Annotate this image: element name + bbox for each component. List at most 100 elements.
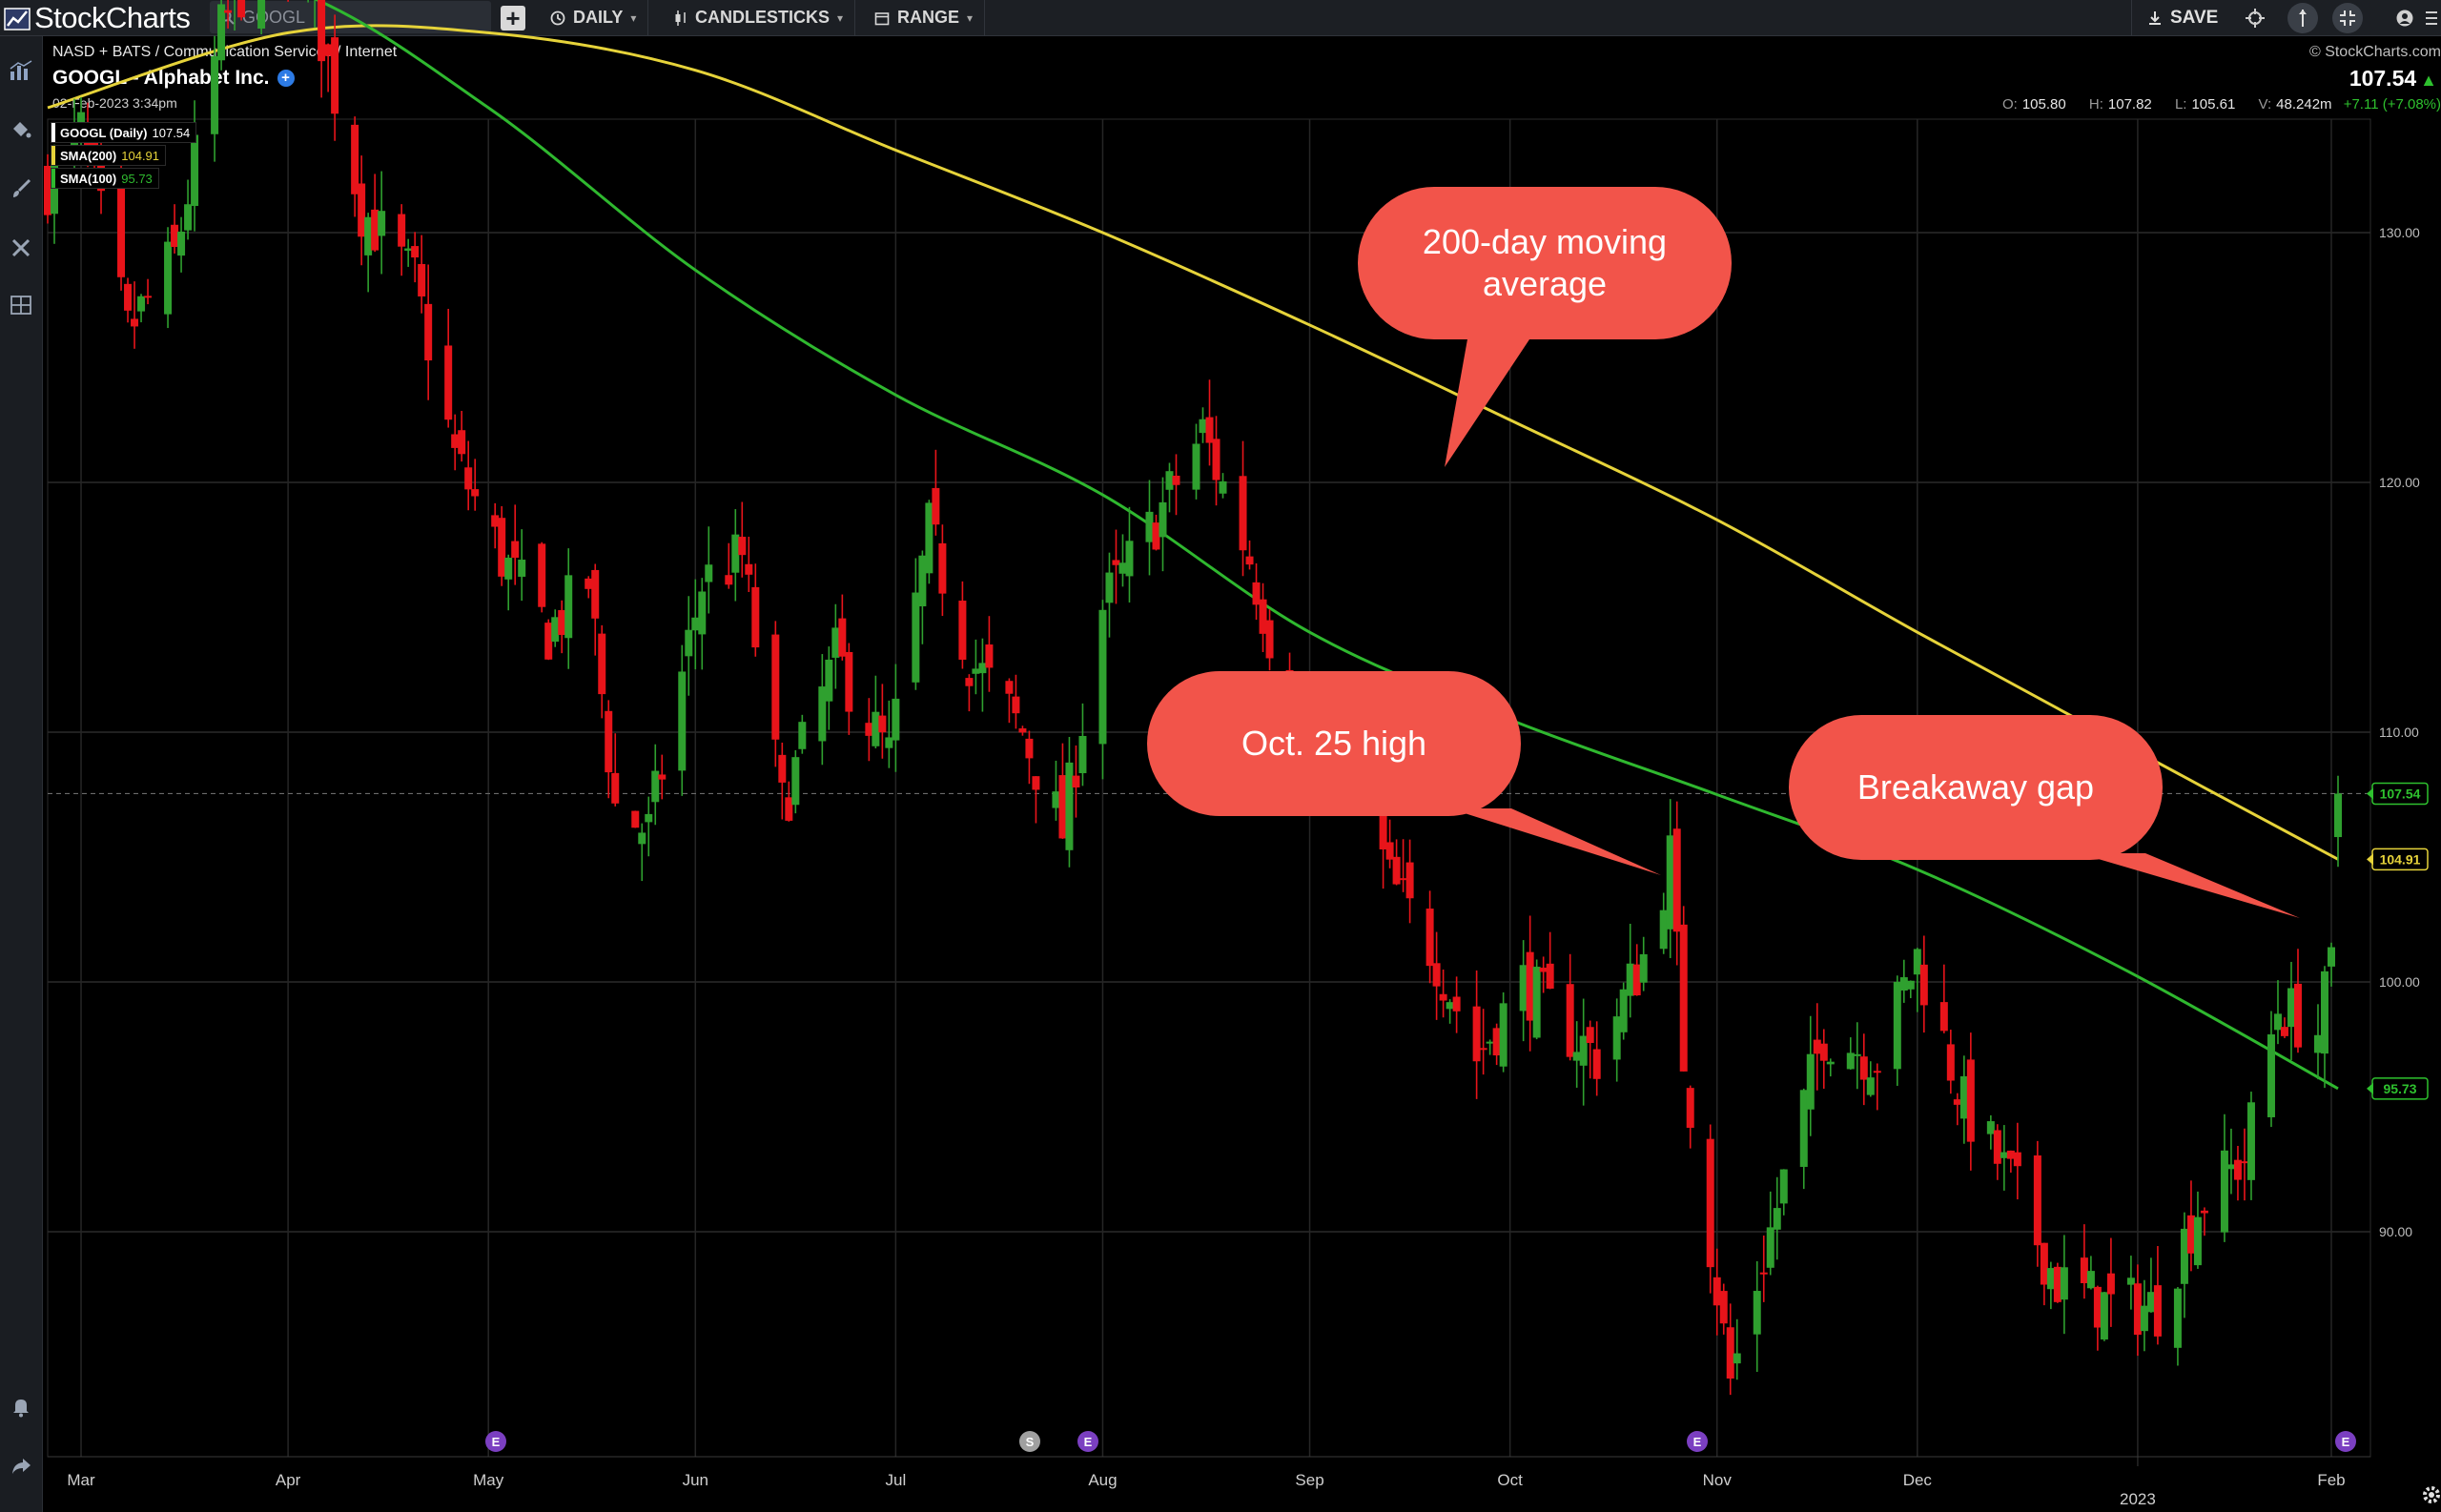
cursor-button[interactable] <box>2284 0 2322 35</box>
event-marker-label: E <box>2342 1435 2350 1449</box>
chart-grid <box>47 118 2371 1466</box>
candle-body <box>171 224 179 247</box>
chevron-down-icon: ▾ <box>967 10 974 25</box>
candle-body <box>1873 1071 1881 1073</box>
candle-body <box>938 542 947 594</box>
up-arrow-icon: ▲ <box>2420 71 2437 90</box>
price-tag-label: 107.54 <box>2380 786 2421 801</box>
candle-body <box>2180 1228 2188 1284</box>
candle-body <box>825 659 833 702</box>
candle-body <box>1385 842 1394 860</box>
legend-value: 104.91 <box>121 148 160 163</box>
candle-body <box>1726 1327 1734 1379</box>
candle-body <box>1546 963 1554 990</box>
candle-body <box>1526 951 1534 1021</box>
last-price: 107.54 ▲ <box>2349 66 2437 92</box>
legend-sma100: SMA(100) 95.73 <box>51 168 159 189</box>
candle-body <box>2313 1034 2322 1053</box>
callout-text: Breakaway gap <box>1856 767 2095 807</box>
candle-body <box>972 668 980 674</box>
event-marker-label: E <box>1693 1435 1702 1449</box>
event-marker: E <box>1687 1431 1708 1452</box>
volume-value: 48.242m <box>2276 96 2332 112</box>
candle-body <box>2273 1013 2282 1031</box>
candle-body <box>1779 1169 1788 1204</box>
candle-body <box>2267 1033 2275 1117</box>
user-button[interactable] <box>2390 0 2419 35</box>
bell-icon[interactable] <box>8 1394 34 1420</box>
low-value: 105.61 <box>2191 96 2236 112</box>
brand-name: StockCharts <box>34 0 191 34</box>
candle-body <box>1986 1121 1995 1134</box>
chevron-down-icon: ▾ <box>630 10 637 25</box>
candle-body <box>1813 1039 1821 1054</box>
candle-body <box>1018 728 1027 733</box>
callout-gap-pointer <box>2079 853 2300 918</box>
crosshair-button[interactable] <box>2236 0 2274 35</box>
layout-icon[interactable] <box>8 292 34 318</box>
candlestick-icon <box>675 10 686 26</box>
price-change: +7.11 (+7.08%) <box>2343 96 2441 112</box>
candle-body <box>985 644 994 668</box>
y-tick-label: 110.00 <box>2379 725 2419 740</box>
event-marker-label: S <box>1026 1435 1035 1449</box>
fullscreen-button[interactable] <box>2328 0 2367 35</box>
candlesticks <box>44 0 2342 1396</box>
candle-body <box>2240 1161 2248 1164</box>
candle-body <box>1713 1277 1721 1306</box>
x-tick-label: Jun <box>683 1471 708 1489</box>
share-icon[interactable] <box>8 1453 34 1480</box>
candle-body <box>378 211 386 236</box>
candle-body <box>471 489 480 497</box>
gear-icon[interactable] <box>2422 1485 2441 1504</box>
candle-body <box>2106 1273 2115 1295</box>
user-icon <box>2396 10 2413 26</box>
candle-body <box>1052 791 1060 808</box>
candle-body <box>1953 1099 1961 1105</box>
x-tick-label: Apr <box>276 1471 301 1489</box>
add-symbol-icon[interactable]: + <box>277 70 295 87</box>
candle-body <box>137 296 146 312</box>
add-chart-button[interactable]: + <box>496 0 530 35</box>
candle-body <box>932 487 940 525</box>
menu-button[interactable] <box>2422 0 2441 35</box>
period-dropdown[interactable]: DAILY ▾ <box>539 0 649 35</box>
candle-body <box>1866 1077 1875 1095</box>
candle-body <box>464 467 473 490</box>
chart-icon[interactable] <box>8 57 34 84</box>
save-button[interactable]: SAVE <box>2131 0 2233 35</box>
chart-type-dropdown[interactable]: CANDLESTICKS ▾ <box>663 0 856 35</box>
candle-body <box>331 37 339 114</box>
price-tag-label: 104.91 <box>2380 851 2421 867</box>
crosshair-icon <box>2246 8 2265 28</box>
candle-body <box>1392 856 1401 885</box>
candle-body <box>892 698 900 741</box>
tools-icon[interactable] <box>8 235 34 261</box>
candle-body <box>1165 471 1174 490</box>
candle-body <box>1265 620 1274 659</box>
calendar-icon <box>874 11 890 25</box>
candle-body <box>451 434 460 448</box>
legend-label: GOOGL (Daily) <box>60 125 148 140</box>
brush-icon[interactable] <box>8 175 34 202</box>
stockcharts-logo[interactable]: StockCharts <box>4 0 191 35</box>
candle-body <box>1058 775 1067 839</box>
candle-body <box>2080 1257 2088 1283</box>
price-tag-arrow <box>2367 787 2373 800</box>
candle-body <box>1159 501 1167 538</box>
paint-bucket-icon[interactable] <box>8 116 34 143</box>
range-dropdown[interactable]: RANGE ▾ <box>863 0 986 35</box>
candle-body <box>1799 1090 1808 1167</box>
cursor-icon <box>2287 2 2318 33</box>
candle-body <box>1212 439 1220 480</box>
top-toolbar: StockCharts GOOGL + DAILY ▾ CANDLESTICKS… <box>0 0 2441 36</box>
candle-body <box>1098 609 1107 745</box>
range-label: RANGE <box>897 8 960 27</box>
chart-type-label: CANDLESTICKS <box>695 8 831 27</box>
candle-body <box>645 813 653 823</box>
candle-body <box>1078 735 1087 774</box>
x-tick-label: Mar <box>67 1471 95 1489</box>
candle-body <box>2173 1288 2182 1348</box>
candle-body <box>598 633 606 695</box>
